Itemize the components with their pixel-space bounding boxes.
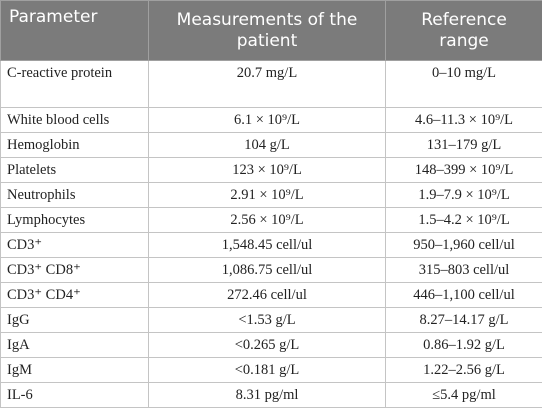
table-cell: White blood cells — [1, 108, 149, 133]
table-cell: 123 × 10⁹/L — [149, 158, 386, 183]
table-cell: 446–1,100 cell/ul — [386, 283, 542, 308]
table-cell: 4.6–11.3 × 10⁹/L — [386, 108, 542, 133]
table-cell: CD3⁺ — [1, 233, 149, 258]
table-cell: IL-6 — [1, 383, 149, 408]
table-cell: 2.56 × 10⁹/L — [149, 208, 386, 233]
table-cell: CD3⁺ CD8⁺ — [1, 258, 149, 283]
table-cell: 1.9–7.9 × 10⁹/L — [386, 183, 542, 208]
table-cell: 2.91 × 10⁹/L — [149, 183, 386, 208]
table-cell: 8.31 pg/ml — [149, 383, 386, 408]
table-cell: 131–179 g/L — [386, 133, 542, 158]
table-cell: 104 g/L — [149, 133, 386, 158]
header-cell: Parameter — [1, 1, 149, 61]
table-cell: <0.181 g/L — [149, 358, 386, 383]
table-cell: 315–803 cell/ul — [386, 258, 542, 283]
table-cell: ≤5.4 pg/ml — [386, 383, 542, 408]
table-cell: IgM — [1, 358, 149, 383]
header-cell: Measurements of the patient — [149, 1, 386, 61]
table-cell: 1,086.75 cell/ul — [149, 258, 386, 283]
table-cell: 6.1 × 10⁹/L — [149, 108, 386, 133]
table-cell: Hemoglobin — [1, 133, 149, 158]
table-cell: Platelets — [1, 158, 149, 183]
table-cell: 0.86–1.92 g/L — [386, 333, 542, 358]
table-cell: 1,548.45 cell/ul — [149, 233, 386, 258]
table-cell: Neutrophils — [1, 183, 149, 208]
table-cell: <0.265 g/L — [149, 333, 386, 358]
table-cell: 0–10 mg/L — [386, 61, 542, 108]
table-cell: C-reactive protein — [1, 61, 149, 108]
table-cell: 20.7 mg/L — [149, 61, 386, 108]
table-cell: 1.22–2.56 g/L — [386, 358, 542, 383]
table-cell: 272.46 cell/ul — [149, 283, 386, 308]
table-cell: <1.53 g/L — [149, 308, 386, 333]
table-cell: 148–399 × 10⁹/L — [386, 158, 542, 183]
table-cell: IgA — [1, 333, 149, 358]
table-cell: 1.5–4.2 × 10⁹/L — [386, 208, 542, 233]
table-cell: 950–1,960 cell/ul — [386, 233, 542, 258]
table-cell: CD3⁺ CD4⁺ — [1, 283, 149, 308]
table-cell: Lymphocytes — [1, 208, 149, 233]
header-cell: Reference range — [386, 1, 542, 61]
table-cell: 8.27–14.17 g/L — [386, 308, 542, 333]
table-cell: IgG — [1, 308, 149, 333]
